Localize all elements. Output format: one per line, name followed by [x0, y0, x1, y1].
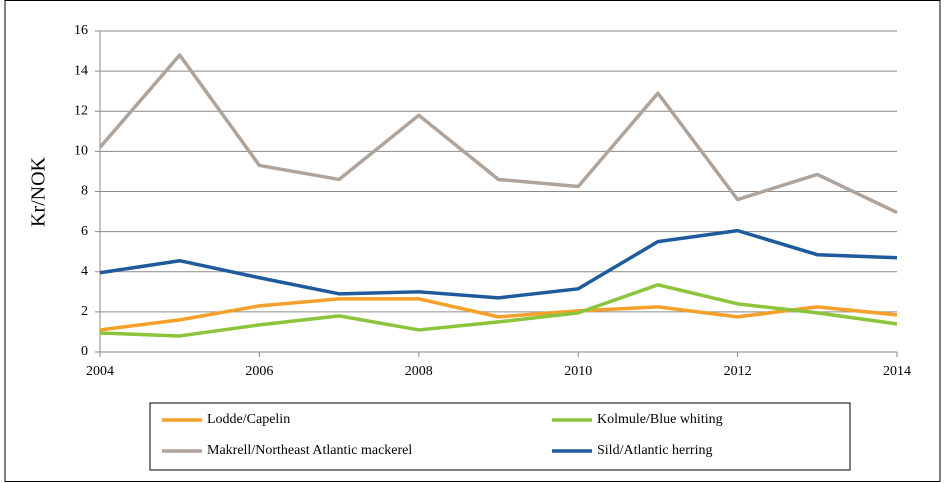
y-tick-label: 0	[81, 344, 88, 359]
legend-label: Sild/Atlantic herring	[597, 443, 712, 458]
y-tick-label: 6	[81, 224, 88, 239]
x-tick-label: 2008	[405, 364, 433, 379]
x-tick-label: 2012	[724, 364, 752, 379]
y-axis-label: Kr/NOK	[28, 156, 50, 227]
legend-label: Lodde/Capelin	[207, 412, 290, 427]
y-tick-label: 14	[74, 63, 88, 78]
y-tick-label: 2	[81, 304, 88, 319]
y-tick-label: 16	[74, 23, 88, 38]
series-line	[99, 228, 898, 300]
series-line	[99, 283, 898, 338]
x-tick-label: 2014	[883, 364, 911, 379]
y-tick-label: 8	[81, 184, 88, 199]
legend-label: Makrell/Northeast Atlantic mackerel	[207, 443, 412, 458]
series-line	[98, 53, 898, 215]
x-tick-label: 2004	[86, 364, 114, 379]
y-tick-label: 4	[81, 264, 88, 279]
x-tick-label: 2006	[245, 364, 273, 379]
legend-box	[149, 402, 851, 471]
chart-border	[4, 0, 941, 482]
series-line	[99, 297, 898, 332]
legend-label: Kolmule/Blue whiting	[597, 412, 723, 427]
y-tick-label: 12	[74, 103, 88, 118]
y-tick-label: 10	[74, 144, 88, 159]
x-tick-label: 2010	[564, 364, 592, 379]
